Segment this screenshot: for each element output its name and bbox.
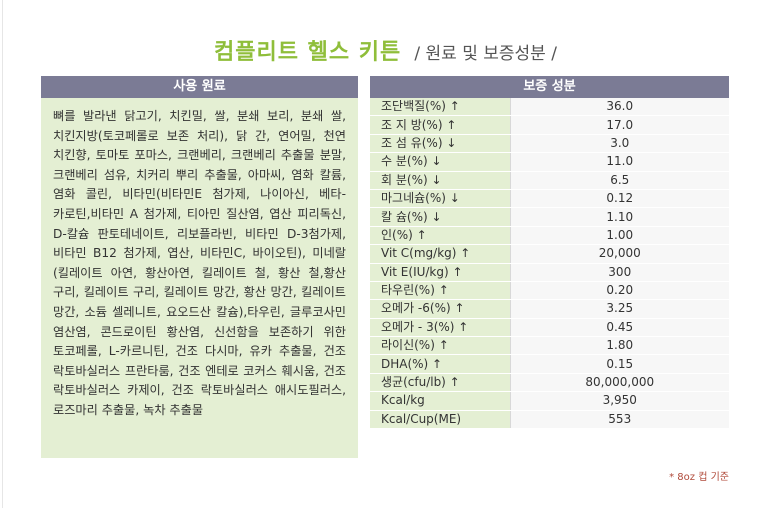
nutrient-value: 20,000 bbox=[509, 244, 729, 264]
nutrient-value: 553 bbox=[509, 410, 729, 430]
table-row: 칼 슘(%) ↓ 1.10 bbox=[370, 207, 729, 227]
nutrient-label: 조 섬 유(%) ↓ bbox=[370, 134, 510, 154]
nutrient-label: 회 분(%) ↓ bbox=[370, 171, 510, 190]
nutrient-label: Vit E(IU/kg) ↑ bbox=[370, 263, 510, 282]
nutrient-value: 300 bbox=[509, 263, 729, 282]
table-row: 수 분(%) ↓ 11.0 bbox=[370, 152, 729, 172]
table-row: 회 분(%) ↓ 6.5 bbox=[370, 171, 729, 190]
footnote: * 8oz 컵 기준 bbox=[669, 472, 729, 483]
nutrient-value: 6.5 bbox=[509, 171, 729, 190]
table-row: 생균(cfu/lb) ↑ 80,000,000 bbox=[370, 373, 729, 393]
nutrient-label: Kcal/Cup(ME) bbox=[370, 410, 510, 430]
nutrient-value: 3.0 bbox=[509, 134, 729, 154]
table-row: Vit C(mg/kg) ↑ 20,000 bbox=[370, 244, 729, 264]
product-name: 컴플리트 헬스 키튼 bbox=[214, 40, 402, 65]
nutrient-label: 라이신(%) ↑ bbox=[370, 336, 510, 356]
nutrient-label: 오메가 - 3(%) ↑ bbox=[370, 318, 510, 338]
nutrient-value: 80,000,000 bbox=[509, 373, 729, 393]
nutrient-label: DHA(%) ↑ bbox=[370, 354, 510, 374]
page-subtitle: / 원료 및 보증성분 / bbox=[414, 44, 557, 64]
table-row: Vit E(IU/kg) ↑ 300 bbox=[370, 263, 729, 282]
nutrient-label: 오메가 -6(%) ↑ bbox=[370, 299, 510, 319]
page-edge-line bbox=[2, 0, 3, 508]
table-row: DHA(%) ↑ 0.15 bbox=[370, 354, 729, 374]
nutrient-label: 인(%) ↑ bbox=[370, 226, 510, 246]
nutrient-label: 수 분(%) ↓ bbox=[370, 152, 510, 172]
nutrient-label: Kcal/kg bbox=[370, 391, 510, 411]
table-row: 조 지 방(%) ↑ 17.0 bbox=[370, 115, 729, 135]
nutrient-label: 타우린(%) ↑ bbox=[370, 281, 510, 301]
table-row: 마그네슘(%) ↓ 0.12 bbox=[370, 189, 729, 209]
nutrient-label: 조 지 방(%) ↑ bbox=[370, 115, 510, 135]
nutrient-value: 1.00 bbox=[509, 226, 729, 246]
ingredients-header: 사용 원료 bbox=[41, 76, 358, 98]
nutrient-value: 0.12 bbox=[509, 189, 729, 209]
nutrient-label: 조단백질(%) ↑ bbox=[370, 98, 510, 117]
nutrient-value: 3.25 bbox=[509, 299, 729, 319]
nutrient-value: 1.80 bbox=[509, 336, 729, 356]
table-row: 인(%) ↑ 1.00 bbox=[370, 226, 729, 246]
table-row: 오메가 -6(%) ↑ 3.25 bbox=[370, 299, 729, 319]
nutrient-value: 0.15 bbox=[509, 354, 729, 374]
analysis-header: 보증 성분 bbox=[370, 76, 729, 98]
table-row: 조 섬 유(%) ↓ 3.0 bbox=[370, 134, 729, 154]
nutrient-value: 3,950 bbox=[509, 391, 729, 411]
table-row: 오메가 - 3(%) ↑ 0.45 bbox=[370, 318, 729, 338]
nutrient-value: 0.20 bbox=[509, 281, 729, 301]
nutrient-value: 36.0 bbox=[509, 98, 729, 117]
table-row: Kcal/kg 3,950 bbox=[370, 391, 729, 411]
nutrient-label: Vit C(mg/kg) ↑ bbox=[370, 244, 510, 264]
table-row: Kcal/Cup(ME) 553 bbox=[370, 410, 729, 430]
table-row: 라이신(%) ↑ 1.80 bbox=[370, 336, 729, 356]
nutrient-label: 마그네슘(%) ↓ bbox=[370, 189, 510, 209]
nutrient-label: 생균(cfu/lb) ↑ bbox=[370, 373, 510, 393]
nutrient-label: 칼 슘(%) ↓ bbox=[370, 207, 510, 227]
nutrient-value: 1.10 bbox=[509, 207, 729, 227]
guaranteed-analysis-table: 조단백질(%) ↑ 36.0 조 지 방(%) ↑ 17.0 조 섬 유(%) ↓ 3.0… bbox=[370, 98, 729, 430]
nutrient-value: 11.0 bbox=[509, 152, 729, 172]
nutrient-value: 17.0 bbox=[509, 115, 729, 135]
table-row: 타우린(%) ↑ 0.20 bbox=[370, 281, 729, 301]
ingredients-text: 뼈를 발라낸 닭고기, 치킨밀, 쌀, 분쇄 보리, 분쇄 쌀, 치킨지방(토코… bbox=[41, 98, 358, 458]
table-row: 조단백질(%) ↑ 36.0 bbox=[370, 98, 729, 117]
page-title: 컴플리트 헬스 키튼 / 원료 및 보증성분 / bbox=[0, 34, 771, 66]
nutrient-value: 0.45 bbox=[509, 318, 729, 338]
